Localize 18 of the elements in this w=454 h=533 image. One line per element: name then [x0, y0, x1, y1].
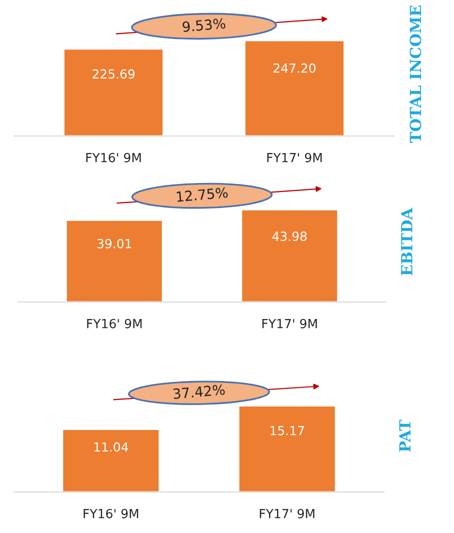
y-axis-title: PAT — [399, 420, 410, 452]
x-tick-label: FY16' 9M — [87, 318, 142, 328]
text: 9.53% — [182, 18, 226, 32]
x-tick-label: FY17' 9M — [262, 318, 317, 328]
text: 37.42% — [173, 384, 225, 400]
data-label: 43.98 — [272, 232, 307, 242]
data-label: 225.69 — [92, 69, 135, 79]
data-label: 15.17 — [270, 426, 304, 436]
x-tick-label: FY16' 9M — [86, 152, 141, 162]
data-label: 39.01 — [97, 238, 132, 248]
x-tick-label: FY17' 9M — [267, 152, 322, 162]
text: 12.75% — [176, 187, 228, 202]
data-label: 11.04 — [94, 442, 128, 452]
data-label: 247.20 — [274, 63, 316, 73]
x-tick-label: FY17' 9M — [260, 508, 314, 518]
y-axis-title: EBITDA — [401, 208, 412, 276]
y-axis-title: TOTAL INCOME — [410, 6, 422, 143]
x-tick-label: FY16' 9M — [84, 508, 138, 518]
